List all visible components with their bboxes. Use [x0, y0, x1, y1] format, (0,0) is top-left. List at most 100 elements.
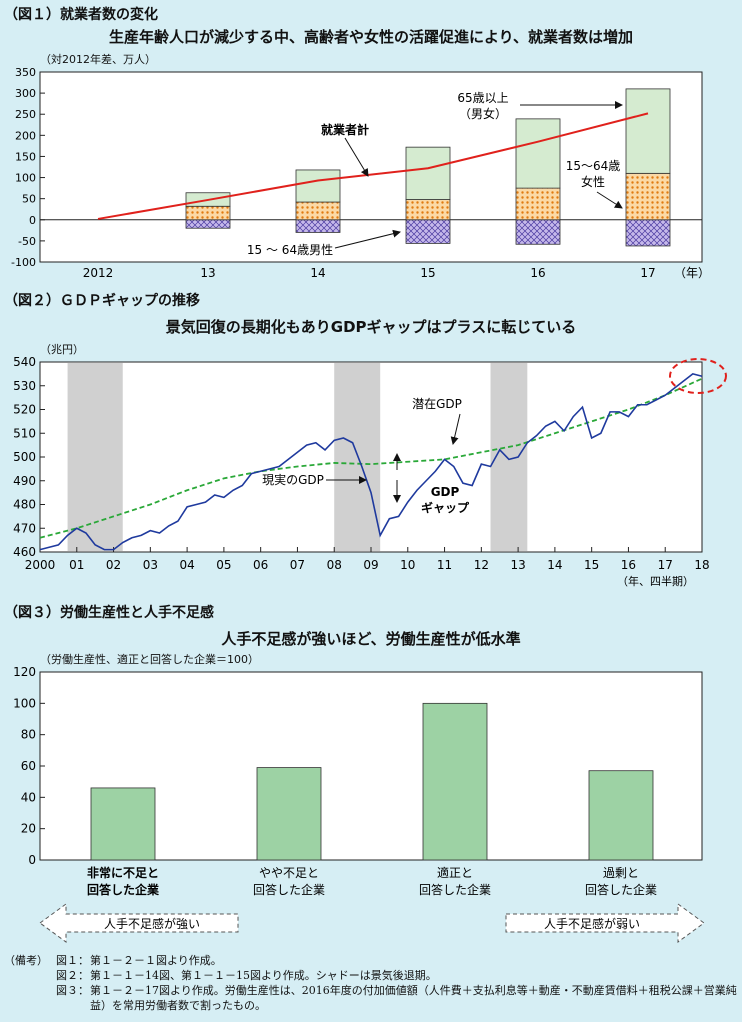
fig2-x-tick-label: 08: [327, 558, 342, 572]
fig2-unit: （兆円）: [40, 343, 84, 356]
fig1-y-tick-label: 0: [29, 214, 36, 227]
fig2-subtitle: 景気回復の長期化もありGDPギャップはプラスに転じている: [165, 318, 577, 336]
fig3-y-tick-label: 80: [21, 728, 36, 742]
fig1-total-line: [97, 112, 649, 220]
fig2-x-tick-label: 16: [621, 558, 636, 572]
fig2-y-tick-label: 510: [13, 426, 36, 440]
fig2-y-tick-label: 500: [13, 450, 36, 464]
fig2-recession-shade: [67, 363, 123, 551]
fig1-bar-elderly: [295, 169, 341, 203]
fig1-y-tick-label: 350: [15, 66, 36, 79]
fig2-x-tick-label: 11: [437, 558, 452, 572]
fig2-x-tick-label: 15: [584, 558, 599, 572]
fig2-y-tick-label: 540: [13, 355, 36, 369]
fig2-x-tick-label: 13: [510, 558, 525, 572]
fig2-label-gap-1: GDP: [431, 485, 460, 499]
note-1-label: 図１：: [56, 954, 89, 967]
fig2-x-tick-label: 03: [143, 558, 158, 572]
note-3-text: 第１－２－17図より作成。労働生産性は、2016年度の付加価値額（人件費＋支払利…: [90, 984, 737, 1012]
fig2-y-tick-label: 530: [13, 379, 36, 393]
fig1-label-total: 就業者計: [321, 122, 369, 137]
note-1-text: 第１－２－１図より作成。: [90, 954, 222, 967]
fig1-y-tick-label: 100: [15, 172, 36, 185]
fig3-x-label-line1: 非常に不足と: [87, 865, 159, 880]
fig1-bar-female: [405, 199, 451, 221]
fig1-x-tick-label: 2012: [83, 266, 114, 280]
fig2-x-tick-label: 17: [658, 558, 673, 572]
fig3-x-label-line2: 回答した企業: [585, 882, 657, 897]
fig1-label-male: 15 ～ 64歳男性: [247, 243, 333, 257]
fig2-arrow-potential: [450, 413, 461, 445]
note-2-label: 図２：: [56, 969, 89, 982]
fig1-label-elderly-2: （男女）: [459, 106, 507, 121]
fig3-unit: （労働生産性、適正と回答した企業＝100）: [40, 653, 259, 666]
fig1-y-tick-label: 250: [15, 108, 36, 121]
fig1-x-tick-label: 13: [200, 266, 215, 280]
fig1-label-female-1: 15～64歳: [566, 159, 621, 173]
fig2-x-tick-label: 01: [69, 558, 84, 572]
fig1-label-elderly-1: 65歳以上: [457, 91, 508, 105]
fig2-actual-line: [39, 373, 703, 551]
fig1-bar-female: [295, 201, 341, 221]
fig1-x-tick-label: 17: [640, 266, 655, 280]
fig1-x-tick-label: 14: [310, 266, 325, 280]
fig3-x-label-line1: 適正と: [437, 865, 473, 880]
fig1-x-tick-label: 15: [420, 266, 435, 280]
fig1-subtitle: 生産年齢人口が減少する中、高齢者や女性の活躍促進により、就業者数は増加: [108, 28, 634, 46]
fig1-y-tick-label: -50: [18, 235, 36, 248]
fig1-y-tick-label: -100: [11, 256, 36, 269]
fig3-bar: [588, 770, 654, 861]
fig3-x-label-line2: 回答した企業: [87, 882, 160, 897]
fig2-x-tick-label: 09: [363, 558, 378, 572]
fig1-plot-area: [39, 71, 703, 263]
fig2-x-tick-label: 18: [694, 558, 709, 572]
fig2-y-tick-label: 490: [13, 474, 36, 488]
fig2-y-tick-label: 480: [13, 498, 36, 512]
fig3-x-label-line2: 回答した企業: [419, 882, 491, 897]
fig2-x-tick-label: 14: [547, 558, 562, 572]
fig1-header: （図１）就業者数の変化: [4, 7, 158, 23]
fig2-x-tick-label: 04: [179, 558, 194, 572]
fig1-y-tick-label: 300: [15, 87, 36, 100]
fig3-bar: [90, 787, 156, 861]
note-3-label: 図３：: [56, 984, 89, 997]
fig2-header: （図２）ＧＤＰギャップの推移: [4, 293, 200, 309]
fig1-bar-elderly: [405, 146, 451, 200]
fig2-y-tick-label: 520: [13, 403, 36, 417]
fig1-arrow-total: [344, 137, 369, 177]
fig1-bar-female: [185, 205, 231, 221]
fig2-x-unit: （年、四半期）: [617, 574, 694, 588]
fig3-y-tick-label: 40: [21, 790, 36, 804]
fig1-bar-female: [625, 172, 671, 221]
fig3-y-tick-label: 0: [28, 853, 36, 867]
fig2-x-tick-label: 10: [400, 558, 415, 572]
fig2-x-tick-label: 07: [290, 558, 305, 572]
fig3-subtitle: 人手不足感が強いほど、労働生産性が低水準: [221, 630, 521, 648]
fig2-x-tick-label: 05: [216, 558, 231, 572]
fig1-label-female-2: 女性: [581, 174, 605, 189]
fig3-arrow-left: [39, 903, 239, 943]
fig2-label-potential: 潜在GDP: [412, 397, 462, 411]
notes: （備考） 図１： 第１－２－１図より作成。 図２： 第１－１－14図、第１－１－…: [4, 953, 740, 1013]
fig3-header: （図３）労働生産性と人手不足感: [4, 605, 214, 621]
fig1-y-tick-label: 150: [15, 150, 36, 163]
fig2-x-tick-label: 2000: [25, 558, 56, 572]
fig2-label-gap-2: ギャップ: [421, 500, 470, 515]
fig2-highlight-circle: [669, 358, 727, 394]
fig1-bar-female: [515, 187, 561, 221]
fig2-potential-line: [39, 377, 703, 539]
fig1-arrow-male: [334, 229, 401, 249]
fig1-bar-male: [625, 219, 671, 247]
fig2-y-tick-label: 470: [13, 521, 36, 535]
notes-label: （備考）: [4, 954, 48, 967]
fig3-arrow-right-label: 人手不足感が弱い: [544, 916, 640, 931]
fig1-bar-elderly: [625, 88, 671, 174]
fig1-y-tick-label: 200: [15, 129, 36, 142]
fig3-y-tick-label: 120: [13, 665, 36, 679]
fig1-bar-male: [185, 219, 231, 229]
fig3-y-tick-label: 100: [13, 696, 36, 710]
fig3-bar: [256, 767, 322, 861]
fig3-arrow-right: [505, 903, 705, 943]
fig1-unit: （対2012年差、万人）: [40, 53, 156, 66]
